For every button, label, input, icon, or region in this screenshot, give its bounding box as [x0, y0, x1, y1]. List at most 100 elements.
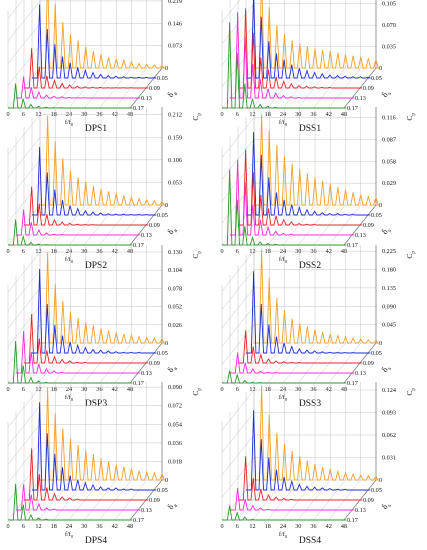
x-tick-label: 0 [6, 386, 9, 393]
floor-depth-line [38, 342, 71, 384]
depth-tick-label: 0.13 [355, 95, 366, 102]
series-line-0.17 [8, 219, 133, 246]
series-line-0.09 [238, 456, 363, 501]
depth-tick-label: 0.17 [133, 105, 144, 112]
y-tick-label: 0.029 [382, 180, 396, 187]
panel-dss3: 0 6 12 18 24 30 36 42 48 f/f0 0 0.05 0.09 0.13 0.17 δs 0… [220, 245, 416, 409]
panel-dss1: 0 6 12 18 24 30 36 42 48 f/f0 0 0.05 0.09 0.13 0.17 δs 0… [220, 0, 396, 134]
series-line-0 [40, 115, 166, 206]
depth-tick-label: 0 [379, 340, 382, 347]
floor-depth-line [252, 479, 285, 521]
y-tick-label: 0.058 [382, 158, 396, 165]
floor-depth-line [237, 479, 270, 521]
depth-tick-label: 0 [379, 202, 382, 209]
depth-tick-label: 0.13 [355, 370, 366, 377]
x-tick-label: 36 [310, 248, 316, 255]
depth-tick-label: 0.13 [355, 232, 366, 239]
floor-depth-line [298, 204, 331, 246]
depth-tick-label: 0.09 [363, 85, 374, 92]
y-tick-label: 0.093 [382, 409, 396, 416]
x-tick-label: 30 [295, 111, 301, 118]
y-tick-label: 0.090 [168, 384, 182, 391]
x-tick-label: 6 [22, 523, 25, 530]
depth-tick-label: 0.17 [347, 242, 358, 249]
depth-tick-label: 0.09 [363, 497, 374, 504]
floor-depth-line [53, 204, 86, 246]
x-tick-label: 18 [51, 523, 57, 530]
y-tick-label: 0.087 [382, 136, 396, 143]
x-tick-label: 48 [127, 386, 133, 393]
series-line-0.13 [16, 484, 141, 511]
depth-tick-label: 0.09 [363, 360, 374, 367]
depth-tick-label: 0.17 [133, 242, 144, 249]
y-tick-label: 0.070 [382, 22, 396, 29]
series-line-0.13 [16, 76, 141, 99]
x-tick-label: 12 [249, 523, 255, 530]
depth-tick-label: 0.13 [355, 507, 366, 514]
x-tick-label: 18 [265, 111, 271, 118]
panel-title: DPS4 [85, 536, 107, 546]
floor-depth-line [84, 67, 117, 109]
x-tick-label: 42 [326, 111, 332, 118]
series-line-0 [40, 0, 166, 69]
y-axis-label: Cp [191, 113, 202, 121]
panel-title: DPS1 [85, 124, 107, 134]
depth-tick-label: 0.09 [149, 85, 160, 92]
floor-depth-line [252, 67, 285, 109]
series-line-0.05 [246, 271, 371, 354]
x-tick-label: 0 [220, 523, 223, 530]
y-axis-label: Cp [191, 388, 202, 396]
panel-title: DSS4 [299, 536, 321, 546]
depth-tick-label: 0.09 [363, 222, 374, 229]
x-tick-label: 0 [220, 248, 223, 255]
y-tick-label: 0.045 [382, 322, 396, 329]
depth-tick-label: 0 [165, 202, 168, 209]
x-tick-label: 48 [127, 248, 133, 255]
x-axis-label: f/f0 [279, 119, 288, 127]
series-line-0.05 [32, 146, 157, 216]
y-axis-label: Cp [405, 251, 416, 259]
x-tick-label: 36 [310, 386, 316, 393]
y-axis-label: Cp [191, 251, 202, 259]
depth-tick-label: 0 [165, 340, 168, 347]
y-tick-label: 0.135 [382, 285, 396, 292]
x-tick-label: 6 [236, 248, 239, 255]
y-tick-label: 0.116 [382, 115, 396, 122]
x-tick-label: 18 [265, 248, 271, 255]
floor-depth-line [267, 479, 300, 521]
x-axis-label: f/f0 [279, 256, 288, 264]
floor-depth-line [23, 342, 56, 384]
floor-depth-line [38, 479, 71, 521]
series-line-0.09 [238, 330, 363, 364]
depth-tick-label: 0.13 [141, 232, 152, 239]
panel-dps4: 0 6 12 18 24 30 36 42 48 f/f0 0 0.05 0.09 0.13 0.17 δa 0… [6, 382, 202, 546]
y-tick-label: 0.105 [382, 1, 396, 8]
x-tick-label: 0 [220, 111, 223, 118]
y-tick-label: 0.036 [168, 440, 182, 447]
series-line-0 [40, 251, 166, 344]
x-tick-label: 6 [22, 248, 25, 255]
x-tick-label: 30 [81, 523, 87, 530]
x-tick-label: 12 [249, 248, 255, 255]
x-tick-label: 42 [326, 248, 332, 255]
depth-tick-label: 0.17 [133, 380, 144, 387]
y-tick-label: 0.026 [168, 322, 182, 329]
x-tick-label: 36 [96, 248, 102, 255]
series-line-0.09 [24, 313, 149, 364]
series-line-0.09 [24, 48, 149, 89]
panel-title: DSS2 [299, 261, 321, 271]
series-line-0 [254, 0, 379, 69]
x-tick-label: 24 [66, 523, 72, 530]
depth-axis-label: δa [165, 363, 179, 375]
depth-tick-label: 0.05 [371, 487, 382, 494]
floor-depth-line [23, 479, 56, 521]
y-tick-label: 0.130 [168, 249, 182, 256]
depth-axis-label: δa [165, 88, 179, 100]
floor-depth-line [252, 342, 285, 384]
series-line-0.09 [24, 186, 149, 226]
x-tick-label: 24 [66, 248, 72, 255]
depth-axis-label: δs [379, 225, 393, 237]
y-tick-label: 0.104 [168, 267, 182, 274]
y-tick-label: 0.072 [168, 403, 182, 410]
